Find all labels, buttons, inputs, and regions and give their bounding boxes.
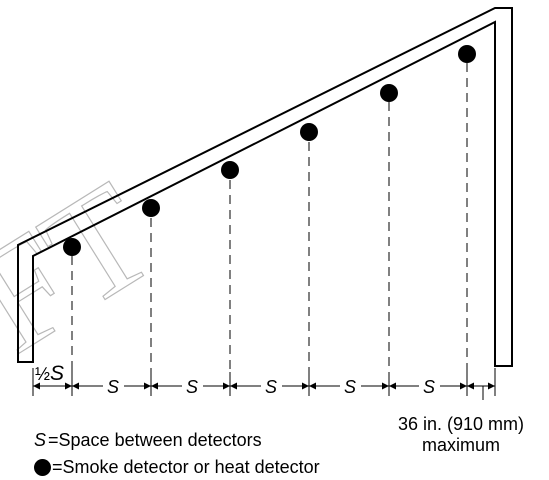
half-fraction: ½ [35, 364, 50, 384]
legend-detector: =Smoke detector or heat detector [34, 457, 320, 478]
legend-space-symbol: S [34, 430, 47, 450]
dimension-line [32, 368, 496, 400]
detector-dot [142, 199, 160, 217]
detector-symbol-icon [34, 459, 51, 476]
half-symbol: S [50, 362, 64, 385]
spacing-label: S [186, 377, 198, 397]
spacing-label: S [344, 377, 356, 397]
spacing-label: S [107, 377, 119, 397]
building-section-outline [17, 7, 513, 367]
detector-dot [63, 238, 81, 256]
max-distance-note: 36 in. (910 mm) maximum [398, 414, 524, 456]
legend-space-text: =Space between detectors [48, 430, 262, 450]
detector-guide-lines [71, 63, 468, 372]
spacing-label: S [423, 377, 435, 397]
detector-dot [458, 45, 476, 63]
max-distance-line2: maximum [422, 435, 501, 455]
legend-detector-text: =Smoke detector or heat detector [52, 457, 320, 477]
spacing-label: S [265, 377, 277, 397]
detector-dot [300, 123, 318, 141]
legend-space: S =Space between detectors [34, 430, 262, 451]
half-spacing-label: ½S [35, 362, 64, 385]
max-distance-line1: 36 in. (910 mm) [398, 414, 525, 434]
detector-dot [221, 161, 239, 179]
detector-dot [380, 84, 398, 102]
watermark-text: FT [0, 150, 181, 384]
detectors [63, 45, 476, 256]
